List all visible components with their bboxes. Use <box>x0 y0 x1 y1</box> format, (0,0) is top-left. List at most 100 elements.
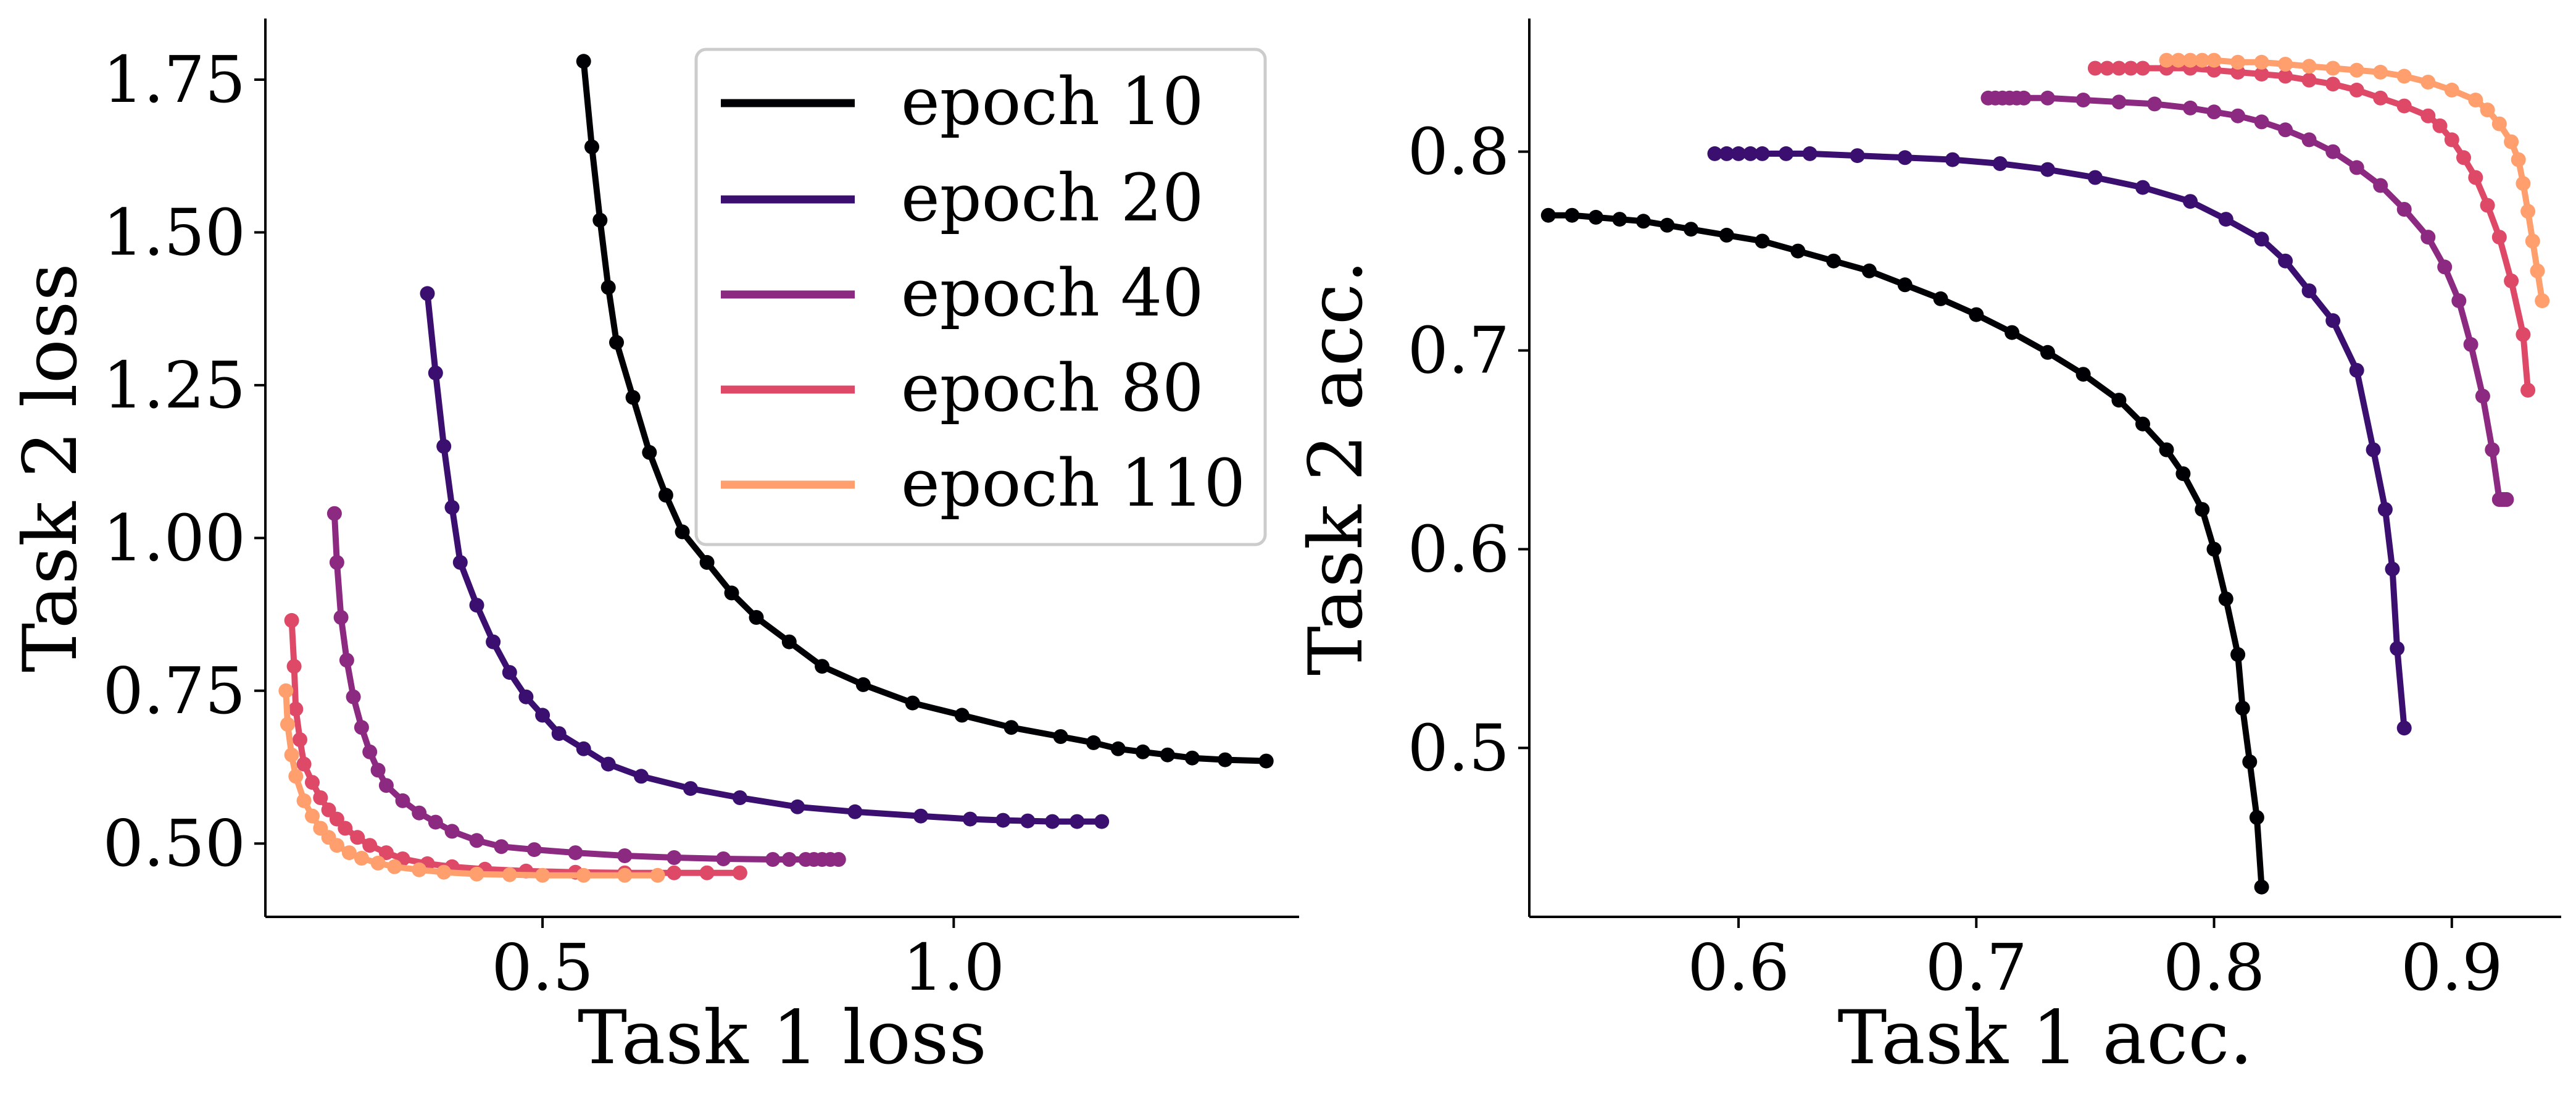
data-point <box>675 524 690 540</box>
data-point <box>2147 96 2163 112</box>
data-point <box>329 838 344 853</box>
data-point <box>1588 209 1603 225</box>
right-y-tick-label: 0.8 <box>1408 114 1510 190</box>
data-point <box>1861 263 1877 278</box>
right-series-epoch-epoch-40 <box>1980 90 2514 507</box>
data-point <box>2530 263 2545 278</box>
data-point <box>855 677 871 692</box>
data-point <box>749 610 764 625</box>
data-point <box>2254 67 2269 82</box>
right-x-tick-label: 0.9 <box>2401 930 2503 1005</box>
data-point <box>333 610 349 625</box>
data-point <box>568 845 583 861</box>
data-point <box>341 845 357 861</box>
right-x-tick-label: 0.7 <box>1926 930 2027 1005</box>
right-series-epoch-epoch-80 <box>2087 61 2536 398</box>
left-y-tick-label: 1.50 <box>102 194 246 270</box>
data-point <box>2171 52 2186 68</box>
data-point <box>428 814 443 830</box>
left-y-tick-label: 0.50 <box>102 806 246 881</box>
data-point <box>2444 82 2459 98</box>
legend-label-epoch-110: epoch 110 <box>901 445 1245 521</box>
legend-label-epoch-10: epoch 10 <box>901 64 1204 140</box>
right-y-axis-label: Task 2 acc. <box>1294 260 1379 675</box>
data-point <box>1719 146 1734 161</box>
data-point <box>452 554 468 570</box>
data-point <box>502 867 517 882</box>
data-point <box>2242 754 2258 769</box>
data-point <box>535 867 551 883</box>
right-y-tick-label: 0.7 <box>1408 313 1510 388</box>
data-point <box>428 366 443 381</box>
data-point <box>1540 207 1556 223</box>
data-point <box>535 708 551 723</box>
data-point <box>2491 116 2507 132</box>
data-point <box>469 833 484 848</box>
data-point <box>913 808 928 824</box>
data-point <box>2218 212 2233 227</box>
data-point <box>2206 52 2222 68</box>
data-point <box>2504 273 2519 288</box>
data-point <box>2480 198 2495 213</box>
data-point <box>2325 61 2341 76</box>
legend-label-epoch-40: epoch 40 <box>901 255 1204 331</box>
data-point <box>2525 233 2540 249</box>
data-point <box>436 864 452 880</box>
data-point <box>815 659 830 674</box>
data-point <box>1743 146 1758 161</box>
data-point <box>2366 442 2381 458</box>
data-point <box>296 793 312 808</box>
data-point <box>378 845 394 861</box>
data-point <box>2159 52 2174 68</box>
data-point <box>699 865 715 880</box>
left-y-axis-label: Task 2 loss <box>8 263 94 672</box>
data-point <box>2016 90 2032 106</box>
right-axes <box>1528 19 2561 918</box>
data-point <box>683 781 698 796</box>
data-point <box>1850 148 1865 164</box>
data-point <box>2075 367 2091 382</box>
data-point <box>2087 170 2103 185</box>
data-point <box>2420 108 2436 123</box>
data-point <box>1564 207 1580 223</box>
data-point <box>1635 214 1651 229</box>
data-point <box>576 867 591 883</box>
data-point <box>2325 77 2341 92</box>
data-point <box>1660 217 1675 233</box>
data-point <box>354 720 369 735</box>
data-point <box>2373 64 2388 80</box>
data-point <box>2385 561 2400 577</box>
data-point <box>1094 814 1110 829</box>
data-point <box>600 280 616 295</box>
data-point <box>305 808 320 824</box>
data-point <box>617 848 633 863</box>
data-point <box>600 756 616 772</box>
left-chart: 0.5 1.0 0.50 0.75 1.00 1.25 1.50 1.75 Task 1 lo… <box>8 19 1299 1081</box>
legend: epoch 10 epoch 20 epoch 40 epoch 80 epoc… <box>694 48 1267 546</box>
data-point <box>1992 156 2008 171</box>
data-point <box>2005 325 2020 340</box>
data-point <box>2396 69 2412 84</box>
data-point <box>1897 150 1913 165</box>
data-point <box>286 659 302 674</box>
data-point <box>2451 293 2467 309</box>
data-point <box>2159 442 2174 458</box>
data-point <box>576 54 591 69</box>
data-point <box>2301 59 2317 74</box>
data-point <box>1826 253 1842 269</box>
data-point <box>387 859 402 874</box>
data-point <box>2396 202 2412 217</box>
data-point <box>350 830 365 845</box>
data-point <box>2520 204 2536 219</box>
data-point <box>2040 162 2055 177</box>
data-point <box>732 790 747 805</box>
data-point <box>296 756 312 772</box>
data-point <box>2075 93 2091 107</box>
data-point <box>2516 327 2531 342</box>
data-point <box>2206 541 2222 557</box>
data-point <box>2218 591 2233 606</box>
data-point <box>2278 57 2293 72</box>
data-point <box>667 850 682 865</box>
data-point <box>2511 152 2526 167</box>
